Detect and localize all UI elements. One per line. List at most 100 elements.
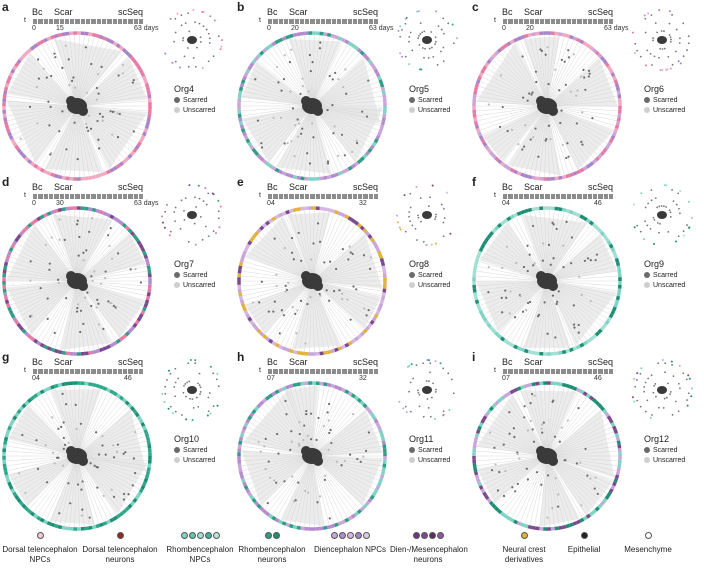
timeline-scar-day: 7 bbox=[506, 375, 510, 382]
mini-lineage-tree bbox=[631, 9, 690, 71]
mini-lineage-tree bbox=[397, 10, 458, 71]
legend-item: Dien-/Mesencephalon neurons bbox=[390, 532, 468, 565]
timeline-bc-label: Bc bbox=[502, 182, 513, 192]
lineage-tree-circle bbox=[237, 31, 387, 181]
timeline-start: 0 bbox=[32, 200, 36, 207]
timeline-scar-day: 7 bbox=[271, 375, 275, 382]
legend-label: Dorsal telencephalon neurons bbox=[82, 545, 158, 564]
timeline-scar-label: Scar bbox=[289, 182, 308, 192]
organoid-label: Org8 bbox=[409, 259, 430, 269]
legend-label: Rhombencephalon neurons bbox=[238, 545, 306, 564]
legend-swatches bbox=[312, 532, 388, 542]
lineage-tree-circle bbox=[472, 206, 622, 356]
timeline-bar bbox=[267, 194, 380, 199]
timeline-scar-day: 4 bbox=[36, 375, 40, 382]
timeline-t-label: t bbox=[24, 367, 26, 374]
mini-lineage-tree bbox=[632, 184, 693, 245]
legend-scarred: Scarred bbox=[644, 272, 678, 279]
panel-b: b Bc Scar scSeq t 0 20 63 days Org5 Scarred Unscar… bbox=[237, 0, 471, 181]
panel-letter: h bbox=[237, 350, 245, 364]
legend-item: Mesenchyme bbox=[610, 532, 686, 555]
legend-scarred: Scarred bbox=[409, 97, 443, 104]
timeline-start: 0 bbox=[502, 200, 506, 207]
timeline-t-label: t bbox=[259, 17, 261, 24]
timeline-start: 0 bbox=[267, 25, 271, 32]
legend-scarred: Scarred bbox=[174, 447, 208, 454]
mini-lineage-tree bbox=[398, 359, 455, 420]
legend-label: Diencephalon NPCs bbox=[313, 545, 387, 554]
timeline-start: 0 bbox=[502, 375, 506, 382]
timeline-scar-label: Scar bbox=[289, 7, 308, 17]
timeline-scseq-label: scSeq bbox=[588, 357, 614, 367]
lineage-tree-circle bbox=[2, 206, 152, 356]
legend-item: Dorsal telencephalon neurons bbox=[82, 532, 158, 565]
legend-scarred: Scarred bbox=[174, 97, 208, 104]
timeline-start: 0 bbox=[267, 375, 271, 382]
timeline-t-label: t bbox=[24, 17, 26, 24]
timeline-scar-label: Scar bbox=[524, 7, 543, 17]
timeline-scseq-label: scSeq bbox=[353, 7, 379, 17]
timeline-scar-day: 15 bbox=[56, 25, 64, 32]
legend-swatches bbox=[2, 532, 78, 542]
legend-unscarred: Unscarred bbox=[644, 282, 685, 289]
timeline-bar bbox=[32, 369, 145, 374]
timeline-end: 46 bbox=[594, 200, 602, 207]
legend-swatches bbox=[486, 532, 562, 542]
panel-c: c Bc Scar scSeq t 0 20 63 days Org6 Scarred Unscar… bbox=[472, 0, 704, 181]
legend-label: Mesenchyme bbox=[624, 545, 672, 554]
panel-i: i Bc Scar scSeq t 0 7 46 Org12 Scarred Unscarred bbox=[472, 350, 704, 531]
legend-swatches bbox=[390, 532, 466, 542]
lineage-tree-circle bbox=[2, 381, 152, 531]
timeline-bar bbox=[502, 194, 615, 199]
legend-unscarred: Unscarred bbox=[174, 107, 215, 114]
timeline-end: 32 bbox=[359, 200, 367, 207]
organoid-label: Org12 bbox=[644, 434, 670, 444]
lineage-tree-circle bbox=[472, 31, 622, 181]
legend-label: Dorsal telencephalon NPCs bbox=[2, 545, 78, 564]
organoid-label: Org10 bbox=[174, 434, 200, 444]
legend-label: Rhombencephalon NPCs bbox=[166, 545, 234, 564]
timeline-end: 63 days bbox=[134, 200, 159, 207]
panel-a: a Bc Scar scSeq t 0 15 63 days Org4 Scarred Unscar… bbox=[2, 0, 236, 181]
legend-unscarred: Unscarred bbox=[409, 282, 450, 289]
cell-type-legend: Dorsal telencephalon NPCs Dorsal telencep… bbox=[0, 532, 704, 586]
timeline-bar bbox=[502, 369, 615, 374]
legend-unscarred: Unscarred bbox=[174, 457, 215, 464]
panel-letter: e bbox=[237, 175, 244, 189]
panel-letter: i bbox=[472, 350, 476, 364]
timeline-scseq-label: scSeq bbox=[588, 7, 614, 17]
timeline-scar-day: 4 bbox=[506, 200, 510, 207]
organoid-label: Org9 bbox=[644, 259, 665, 269]
legend-scarred: Scarred bbox=[644, 447, 678, 454]
timeline-scar-label: Scar bbox=[289, 357, 308, 367]
timeline-end: 46 bbox=[594, 375, 602, 382]
panel-letter: b bbox=[237, 0, 245, 14]
legend-scarred: Scarred bbox=[409, 447, 443, 454]
legend-scarred: Scarred bbox=[644, 97, 678, 104]
timeline-bc-label: Bc bbox=[32, 357, 43, 367]
legend-item: Epithelial bbox=[546, 532, 622, 555]
timeline-start: 0 bbox=[32, 25, 36, 32]
legend-scarred: Scarred bbox=[174, 272, 208, 279]
timeline-start: 0 bbox=[502, 25, 506, 32]
timeline-bar bbox=[502, 19, 615, 24]
legend-item: Rhombencephalon neurons bbox=[234, 532, 310, 565]
panel-letter: c bbox=[472, 0, 479, 14]
timeline-t-label: t bbox=[494, 17, 496, 24]
timeline-scseq-label: scSeq bbox=[118, 7, 144, 17]
timeline-start: 0 bbox=[267, 200, 271, 207]
legend-unscarred: Unscarred bbox=[409, 457, 450, 464]
timeline-t-label: t bbox=[494, 367, 496, 374]
legend-item: Dorsal telencephalon NPCs bbox=[2, 532, 78, 565]
timeline-bc-label: Bc bbox=[32, 7, 43, 17]
timeline-scar-label: Scar bbox=[524, 182, 543, 192]
mini-lineage-tree bbox=[164, 9, 223, 70]
timeline-end: 63 days bbox=[604, 25, 629, 32]
legend-swatches bbox=[162, 532, 238, 542]
timeline-scar-day: 4 bbox=[271, 200, 275, 207]
mini-lineage-tree bbox=[631, 359, 693, 419]
panel-e: e Bc Scar scSeq t 0 4 32 Org8 Scarred Unscarred bbox=[237, 175, 471, 356]
legend-swatches bbox=[610, 532, 686, 542]
timeline-start: 0 bbox=[32, 375, 36, 382]
timeline-t-label: t bbox=[259, 192, 261, 199]
